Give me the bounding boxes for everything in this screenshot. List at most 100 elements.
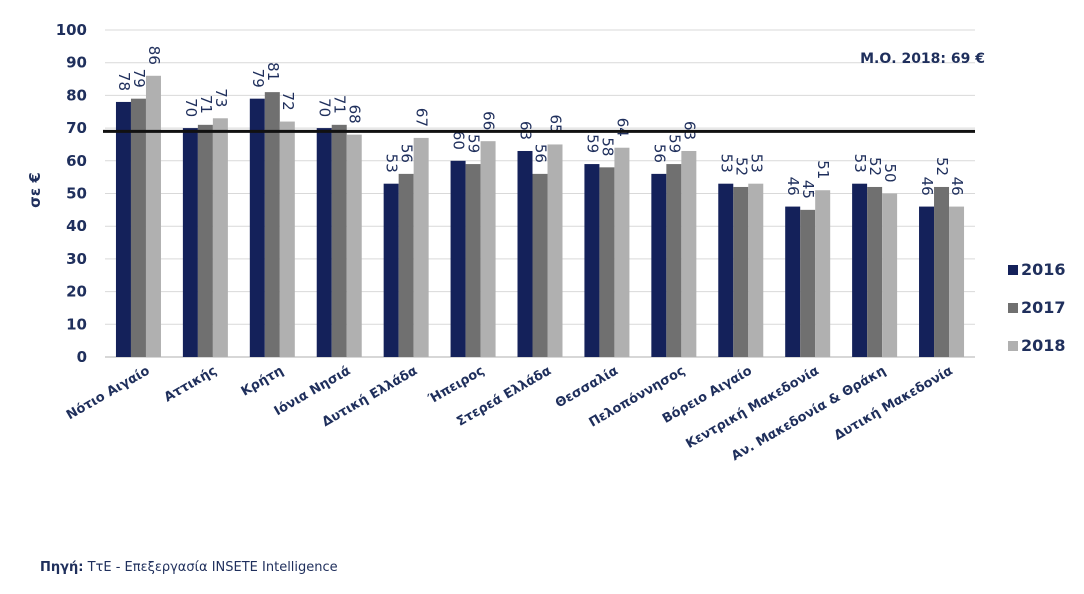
bar-2018 [815, 190, 831, 357]
bar-2016 [651, 173, 667, 357]
bar-2018 [346, 134, 362, 357]
bar-2018 [480, 141, 496, 357]
data-label: 51 [814, 160, 832, 179]
bar-2017 [331, 124, 347, 357]
bar-2016 [852, 183, 868, 357]
y-tick-label: 40 [66, 217, 87, 235]
bar-2016 [383, 183, 399, 357]
y-tick-label: 30 [66, 250, 87, 268]
data-label: 71 [197, 95, 215, 114]
x-category-label: Ήπειρος [425, 363, 487, 407]
data-label: 59 [583, 134, 601, 153]
y-tick-label: 70 [66, 119, 87, 137]
data-label: 56 [398, 144, 416, 163]
y-tick-label: 50 [66, 185, 87, 203]
bar-2017 [867, 186, 883, 357]
data-label: 59 [665, 134, 683, 153]
data-label: 81 [264, 62, 282, 81]
bar-2016 [115, 101, 131, 357]
y-tick-label: 80 [66, 86, 87, 104]
bar-2018 [212, 118, 228, 357]
x-category-label: Νότιο Αιγαίο [64, 363, 153, 423]
bar-2017 [800, 209, 816, 357]
x-category-label: Δυτική Μακεδονία [832, 363, 956, 443]
legend: 2016 2017 2018 [1008, 260, 1066, 355]
data-label: 79 [130, 69, 148, 88]
data-label: 45 [799, 180, 817, 199]
bar-2016 [450, 160, 466, 357]
data-label: 46 [948, 177, 966, 196]
bar-2016 [249, 98, 265, 358]
x-category-label: Αττικής [162, 363, 220, 405]
data-label: 70 [316, 98, 334, 117]
bar-2016 [182, 128, 198, 357]
bar-2018 [547, 144, 563, 357]
data-label: 64 [613, 118, 631, 137]
bar-2018 [681, 150, 697, 357]
source-note: Πηγή: ΤτΕ - Επεξεργασία INSETE Intellige… [40, 560, 338, 575]
reference-line-label: Μ.Ο. 2018: 69 € [860, 51, 985, 67]
data-label: 53 [747, 154, 765, 173]
data-label: 60 [450, 131, 468, 150]
bar-2017 [532, 173, 548, 357]
data-label: 68 [346, 105, 364, 124]
bar-2016 [919, 206, 935, 357]
legend-label-2016: 2016 [1021, 260, 1066, 279]
y-axis-label: σε € [26, 172, 44, 208]
bar-2016 [517, 150, 533, 357]
bar-2017 [666, 164, 682, 357]
bar-2017 [599, 167, 615, 357]
bars [115, 75, 965, 358]
data-label: 59 [465, 134, 483, 153]
bar-2018 [882, 193, 898, 357]
data-label: 53 [717, 154, 735, 173]
data-label: 52 [933, 157, 951, 176]
data-label: 78 [115, 72, 133, 91]
data-label: 56 [650, 144, 668, 163]
data-label: 79 [249, 69, 267, 88]
data-label: 58 [598, 137, 616, 156]
bar-2018 [279, 121, 295, 357]
bar-2017 [130, 98, 146, 358]
data-label: 86 [145, 46, 163, 65]
data-label: 52 [732, 157, 750, 176]
data-labels: 7879867071737981727071685356676059666356… [115, 46, 966, 199]
x-category-label: Κρήτη [239, 363, 286, 399]
legend-swatch-2016 [1008, 265, 1018, 275]
bar-2018 [614, 147, 630, 357]
data-label: 56 [532, 144, 550, 163]
data-label: 53 [383, 154, 401, 173]
y-tick-label: 20 [66, 283, 87, 301]
bar-2018 [145, 75, 161, 357]
bar-2018 [413, 137, 429, 357]
data-label: 71 [331, 95, 349, 114]
data-label: 70 [182, 98, 200, 117]
source-text: ΤτΕ - Επεξεργασία INSETE Intelligence [83, 560, 338, 575]
legend-swatch-2018 [1008, 341, 1018, 351]
bar-2016 [718, 183, 734, 357]
legend-label-2017: 2017 [1021, 298, 1066, 317]
bar-2017 [733, 186, 749, 357]
bar-2016 [584, 164, 600, 357]
bar-2017 [465, 164, 481, 357]
bar-2016 [785, 206, 801, 357]
data-label: 72 [279, 92, 297, 111]
source-label: Πηγή: [40, 560, 84, 575]
y-tick-label: 90 [66, 54, 87, 72]
legend-swatch-2017 [1008, 303, 1018, 313]
bar-2018 [748, 183, 764, 357]
y-axis-ticks: 0 10 20 30 40 50 60 70 80 90 100 [56, 21, 87, 366]
data-label: 53 [851, 154, 869, 173]
data-label: 46 [918, 177, 936, 196]
bar-2016 [316, 128, 332, 357]
bar-2017 [934, 186, 950, 357]
data-label: 66 [480, 111, 498, 130]
bar-2017 [398, 173, 414, 357]
data-label: 67 [413, 108, 431, 127]
bar-2017 [197, 124, 213, 357]
legend-label-2018: 2018 [1021, 336, 1066, 355]
data-label: 73 [212, 88, 230, 107]
bar-2018 [949, 206, 965, 357]
